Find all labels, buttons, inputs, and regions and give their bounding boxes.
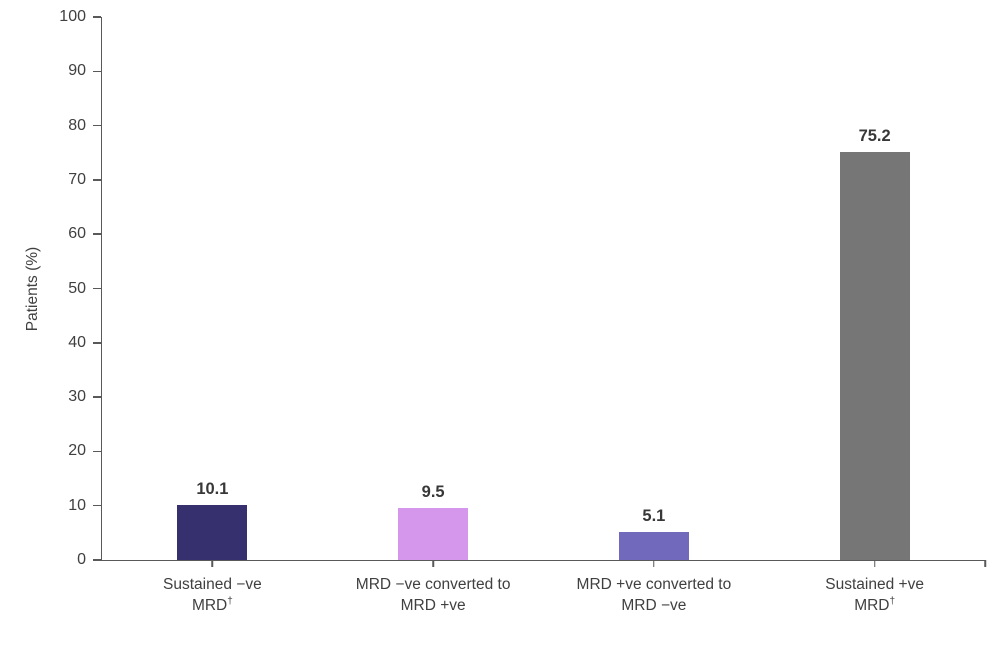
y-tick-label: 20	[68, 442, 86, 460]
y-tick	[93, 233, 101, 235]
y-tick-label: 70	[68, 170, 86, 188]
category-label-line1: MRD −ve converted to	[355, 576, 511, 593]
y-tick	[93, 450, 101, 453]
y-tick-label: 30	[68, 388, 86, 406]
category-label: Sustained +ve MRD†	[766, 574, 984, 616]
dagger-superscript: †	[227, 595, 233, 607]
bar	[177, 505, 248, 560]
y-tick	[93, 287, 101, 290]
category-column: 9.5 MRD −ve converted to MRD +ve	[323, 17, 544, 614]
y-tick	[93, 124, 101, 127]
y-tick	[93, 70, 101, 73]
y-tick	[93, 342, 101, 344]
bar-value-label: 9.5	[421, 483, 445, 502]
category-label-line2: MRD −ve	[621, 597, 687, 614]
category-label-line2: MRD	[191, 597, 228, 614]
y-axis-line	[100, 17, 102, 561]
category-label-line1: Sustained −ve	[163, 576, 262, 593]
category-column: 10.1 Sustained −ve MRD†	[102, 17, 323, 614]
y-tick-label: 40	[68, 333, 86, 351]
category-label-line2: MRD +ve	[400, 597, 466, 614]
category-label: MRD +ve converted to MRD −ve	[545, 574, 763, 616]
bar-value-label: 10.1	[196, 480, 229, 499]
y-tick	[93, 396, 101, 398]
y-tick-label: 0	[77, 551, 86, 568]
x-tick	[211, 560, 214, 567]
bar	[618, 532, 689, 560]
x-tick	[653, 560, 655, 567]
bar	[839, 151, 910, 560]
category-label-line2: MRD	[854, 597, 890, 614]
y-tick-label: 50	[68, 279, 86, 297]
x-tick	[432, 560, 434, 567]
y-tick-label: 100	[59, 8, 86, 25]
y-tick	[93, 504, 101, 507]
x-tick	[873, 560, 876, 567]
category-label-line1: MRD +ve converted to	[576, 576, 732, 593]
x-axis-end-tick	[984, 560, 986, 567]
category-label-line1: Sustained +ve	[825, 576, 924, 593]
y-tick-label: 90	[68, 62, 86, 80]
category-label: Sustained −ve MRD†	[103, 574, 321, 616]
dagger-superscript: †	[889, 595, 896, 607]
bar-value-label: 75.2	[858, 126, 891, 145]
y-tick	[93, 16, 101, 18]
bar	[398, 508, 469, 560]
category-column: 5.1 MRD +ve converted to MRD −ve	[544, 17, 765, 614]
y-tick-label: 80	[68, 116, 86, 134]
y-tick	[93, 179, 101, 181]
plot-area: 0 10 20 30 40 50 60 70 80 90 100 10.1 Sustained −ve…	[59, 8, 986, 614]
bar-value-label: 5.1	[642, 507, 666, 526]
x-axis-line	[100, 559, 986, 561]
y-tick-label: 60	[68, 225, 86, 243]
y-tick	[93, 559, 101, 561]
y-tick-label: 10	[68, 496, 86, 514]
category-column: 75.2 Sustained +ve MRD†	[764, 17, 985, 614]
category-label: MRD −ve converted to MRD +ve	[324, 574, 542, 616]
